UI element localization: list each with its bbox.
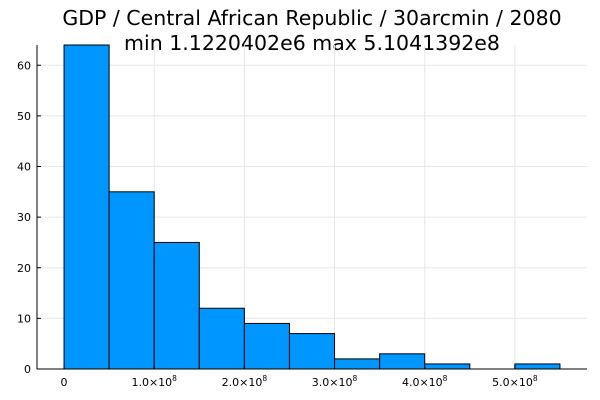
grid-lines: [37, 45, 587, 370]
histogram-bar: [379, 353, 426, 370]
y-tick-label: 0: [24, 363, 31, 376]
x-tick-label: 2.0×108: [222, 374, 268, 389]
histogram-bar: [153, 241, 200, 370]
x-tick-label: 5.0×108: [492, 374, 538, 389]
histogram-bars: [63, 44, 561, 370]
y-tick-label: 60: [17, 59, 31, 72]
histogram-bar: [198, 307, 245, 370]
tick-labels: 0 10 20 30 40 50 60 0 1.0×108 2.0×108 3.0×108 4.0×1…: [17, 59, 538, 389]
y-tick-label: 30: [17, 211, 31, 224]
x-tick-label: 0: [61, 376, 68, 389]
histogram-bar: [514, 363, 561, 370]
x-tick-label: 3.0×108: [312, 374, 358, 389]
chart-title-line1: GDP / Central African Republic / 30arcmi…: [62, 6, 561, 30]
y-tick-label: 40: [17, 161, 31, 174]
x-tick-label: 4.0×108: [402, 374, 448, 389]
y-tick-label: 10: [17, 312, 31, 325]
histogram-bar: [63, 44, 110, 370]
histogram-bar: [334, 358, 381, 370]
histogram-bar: [288, 333, 336, 370]
axes: [36, 45, 587, 370]
y-tick-label: 20: [17, 262, 31, 275]
y-tick-label: 50: [17, 110, 31, 123]
x-tick-label: 1.0×108: [131, 374, 177, 389]
histogram-bar: [108, 191, 155, 370]
histogram-bar: [243, 322, 290, 370]
chart-title-line2: min 1.1220402e6 max 5.1041392e8: [124, 31, 500, 55]
histogram-bar: [424, 363, 471, 370]
